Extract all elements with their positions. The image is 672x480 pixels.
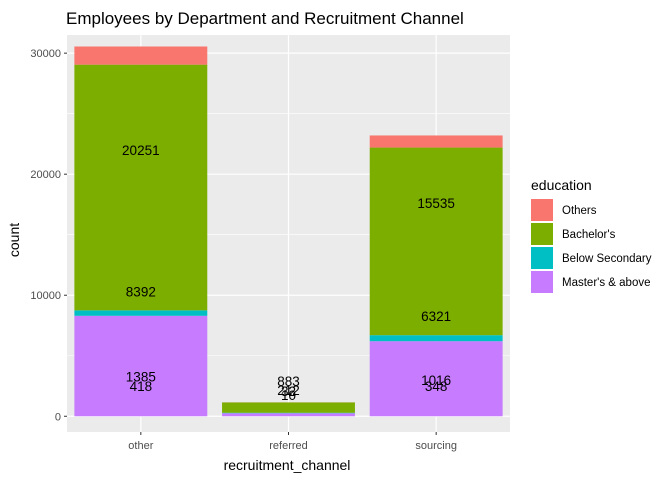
data-label: 20251 [122, 143, 160, 158]
data-label: 1385 [126, 369, 156, 384]
bar-segment [369, 341, 503, 417]
y-tick-label: 30000 [30, 48, 61, 60]
data-label: 8392 [126, 285, 156, 300]
data-label: 1016 [421, 373, 451, 388]
x-axis: other referred sourcing [128, 432, 457, 452]
bar-segment [369, 335, 503, 342]
x-axis-title: recruitment_channel [224, 457, 351, 473]
bar-segment [369, 147, 503, 336]
legend-swatch [531, 247, 553, 269]
y-tick-label: 10000 [30, 290, 61, 302]
data-label: 15535 [417, 196, 455, 211]
y-tick-label: 0 [55, 411, 61, 423]
x-tick-label: sourcing [415, 440, 457, 452]
legend-label: Master's & above [562, 277, 651, 289]
data-label: 212 [277, 383, 300, 398]
bar-segment [222, 402, 355, 413]
legend-title: education [531, 177, 592, 193]
y-axis: 0 10000 20000 30000 [30, 48, 67, 423]
data-label: 32 [281, 384, 296, 399]
legend-label: Others [562, 205, 597, 217]
data-label: 418 [130, 379, 153, 394]
legend-label: Below Secondary [562, 253, 652, 265]
bar-segment [74, 310, 208, 316]
bar-segment [74, 46, 208, 65]
y-axis-title: count [6, 223, 22, 257]
bar-segment [74, 315, 208, 417]
legend-swatch [531, 271, 553, 293]
legend-swatch [531, 199, 553, 221]
x-tick-label: referred [269, 440, 308, 452]
data-label: 6321 [421, 309, 451, 324]
legend-label: Bachelor's [562, 229, 616, 241]
chart-title: Employees by Department and Recruitment … [66, 9, 464, 28]
bar-segment [74, 64, 208, 311]
legend: education Others Bachelor's Below Secondar… [531, 177, 652, 293]
bar-segment [369, 135, 503, 148]
x-tick-label: other [128, 440, 153, 452]
bar-segment [222, 413, 355, 417]
y-tick-label: 20000 [30, 169, 61, 181]
legend-swatch [531, 223, 553, 245]
bars [74, 46, 503, 417]
data-label: 10 [281, 388, 296, 403]
data-label: 883 [277, 374, 300, 389]
data-label: 348 [425, 379, 448, 394]
